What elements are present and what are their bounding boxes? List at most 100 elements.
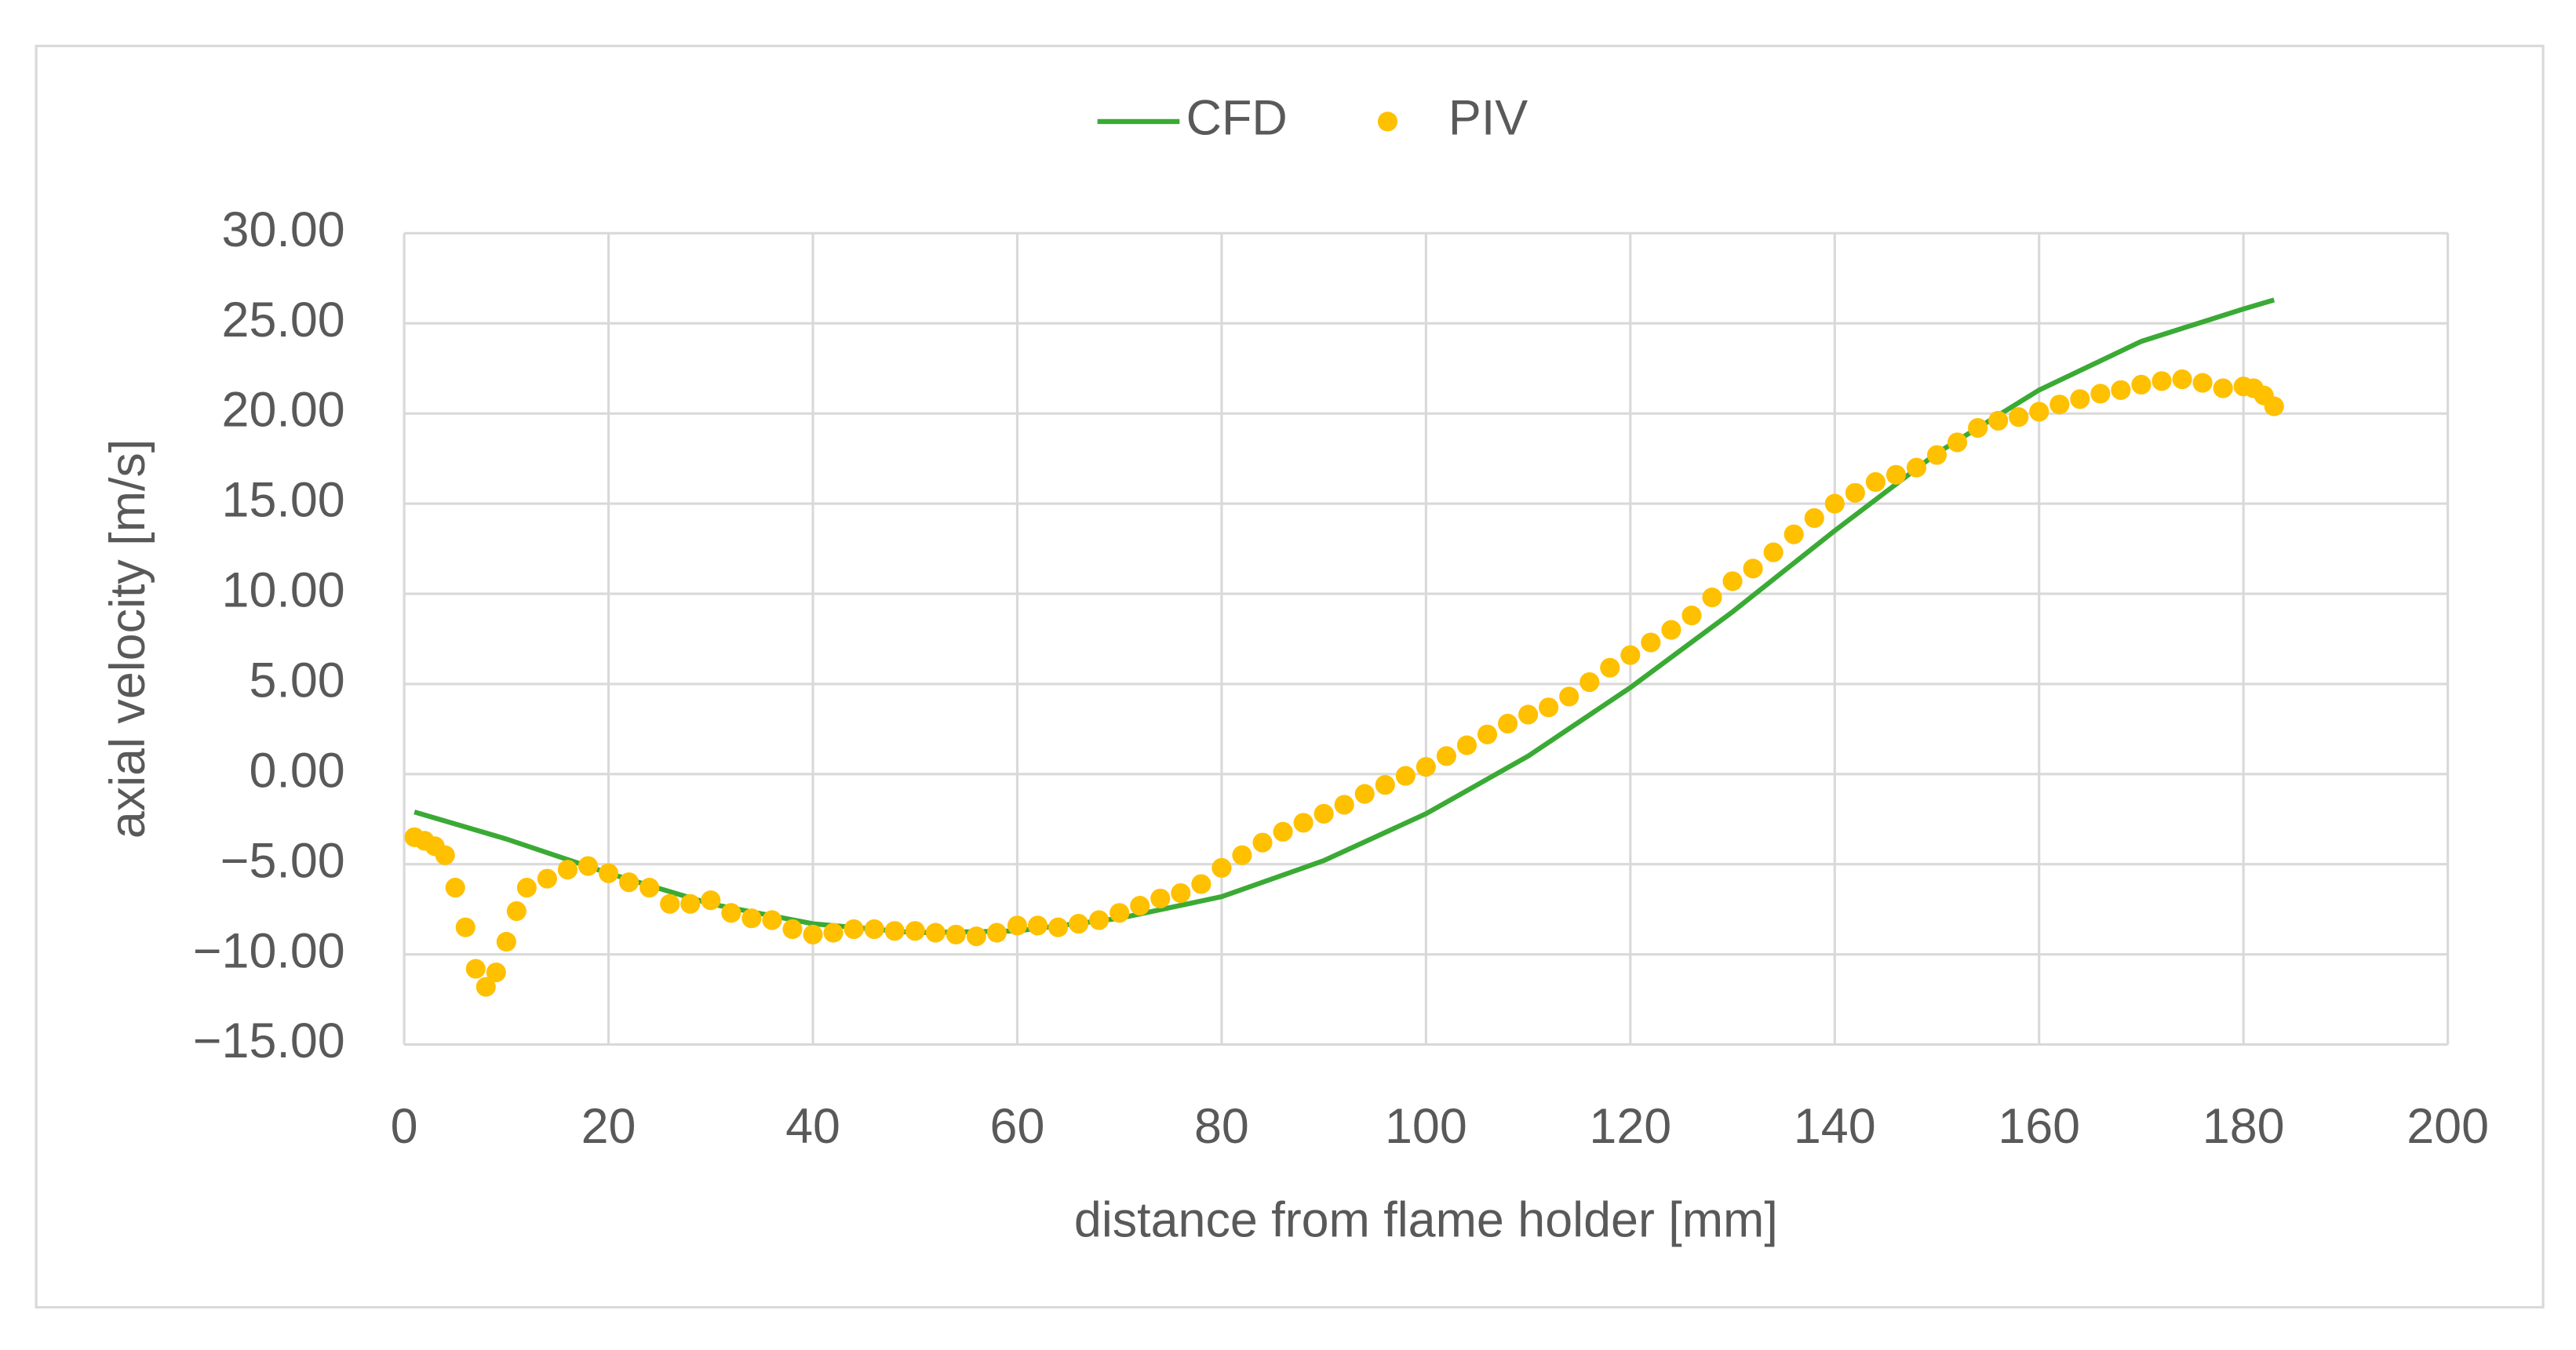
data-point: [986, 922, 1007, 943]
data-point: [1314, 803, 1334, 824]
data-point: [486, 962, 506, 983]
data-point: [639, 878, 660, 898]
y-tick-label: 30.00: [222, 202, 345, 257]
data-point: [660, 893, 680, 914]
data-point: [1784, 524, 1804, 544]
data-point: [1354, 784, 1375, 804]
x-tick-label: 180: [2203, 1099, 2285, 1154]
data-point: [1395, 766, 1416, 786]
data-point: [2070, 389, 2090, 409]
data-point: [1497, 713, 1518, 734]
data-point: [1743, 559, 1763, 579]
data-point: [1620, 645, 1641, 665]
data-point: [701, 890, 721, 911]
data-point: [2213, 378, 2233, 398]
data-point: [598, 863, 619, 883]
data-point: [1845, 482, 1865, 503]
data-point: [1988, 410, 2009, 431]
y-tick-label: 5.00: [249, 653, 344, 708]
data-point: [721, 903, 741, 923]
x-tick-label: 200: [2407, 1099, 2489, 1154]
data-point: [445, 878, 465, 898]
data-point: [455, 917, 475, 937]
data-point: [1579, 672, 1600, 693]
data-point: [435, 845, 455, 865]
x-tick-label: 160: [1998, 1099, 2080, 1154]
data-point: [1641, 632, 1661, 653]
x-tick-label: 100: [1385, 1099, 1467, 1154]
data-point: [905, 921, 925, 941]
data-point: [2090, 384, 2111, 404]
x-tick-label: 80: [1194, 1099, 1249, 1154]
chart-frame: [35, 45, 2545, 1309]
data-point: [506, 901, 526, 922]
data-point: [1886, 464, 1906, 485]
data-point: [1477, 724, 1498, 744]
data-point: [803, 924, 823, 944]
data-point: [2050, 395, 2070, 415]
y-tick-label: 10.00: [222, 563, 345, 618]
data-point: [1089, 910, 1109, 930]
data-point: [843, 919, 864, 940]
data-point: [1702, 588, 1722, 608]
legend-swatch: [1377, 111, 1398, 132]
data-point: [966, 926, 986, 947]
data-point: [1539, 697, 1559, 718]
data-point: [864, 919, 884, 940]
legend-label: PIV: [1448, 91, 1528, 146]
data-point: [557, 860, 578, 880]
x-tick-label: 60: [990, 1099, 1045, 1154]
data-point: [1518, 704, 1539, 725]
data-point: [1436, 746, 1456, 766]
y-tick-label: −10.00: [193, 923, 345, 978]
data-point: [1456, 735, 1477, 755]
data-point: [1968, 417, 1988, 438]
data-point: [946, 924, 966, 944]
data-point: [578, 856, 599, 876]
y-tick-label: 15.00: [222, 473, 345, 528]
data-point: [516, 878, 537, 898]
data-point: [2192, 373, 2213, 393]
data-point: [1191, 874, 1211, 894]
data-point: [1906, 457, 1927, 478]
data-point: [762, 910, 782, 930]
y-tick-label: 20.00: [222, 383, 345, 438]
data-point: [1416, 757, 1436, 777]
data-point: [2029, 402, 2050, 422]
data-point: [475, 977, 496, 997]
data-point: [2152, 371, 2172, 391]
data-point: [465, 959, 486, 979]
data-point: [1171, 882, 1191, 904]
data-point: [741, 908, 762, 929]
data-point: [2111, 380, 2131, 400]
data-point: [2264, 396, 2284, 417]
data-point: [1926, 445, 1947, 465]
data-point: [1804, 508, 1824, 529]
x-tick-label: 40: [785, 1099, 840, 1154]
data-point: [537, 868, 557, 889]
x-tick-label: 120: [1589, 1099, 1671, 1154]
data-point: [1211, 857, 1232, 878]
data-point: [1722, 571, 1743, 591]
data-point: [1069, 914, 1089, 934]
data-point: [1682, 605, 1702, 626]
y-tick-label: 0.00: [249, 743, 344, 798]
data-point: [1559, 686, 1579, 707]
data-point: [1763, 542, 1784, 562]
x-axis-label: distance from flame holder [mm]: [1074, 1192, 1778, 1247]
data-point: [1273, 821, 1293, 842]
data-point: [1027, 915, 1048, 936]
data-point: [884, 921, 905, 941]
y-tick-label: −5.00: [220, 833, 345, 888]
y-tick-label: −15.00: [193, 1013, 345, 1068]
data-point: [1252, 832, 1273, 853]
x-tick-label: 140: [1794, 1099, 1876, 1154]
data-point: [680, 893, 701, 914]
data-point: [1865, 471, 1886, 493]
data-point: [1600, 657, 1620, 678]
x-tick-label: 20: [581, 1099, 636, 1154]
data-point: [1130, 896, 1150, 916]
data-point: [782, 919, 803, 940]
y-tick-label: 25.00: [222, 293, 345, 348]
